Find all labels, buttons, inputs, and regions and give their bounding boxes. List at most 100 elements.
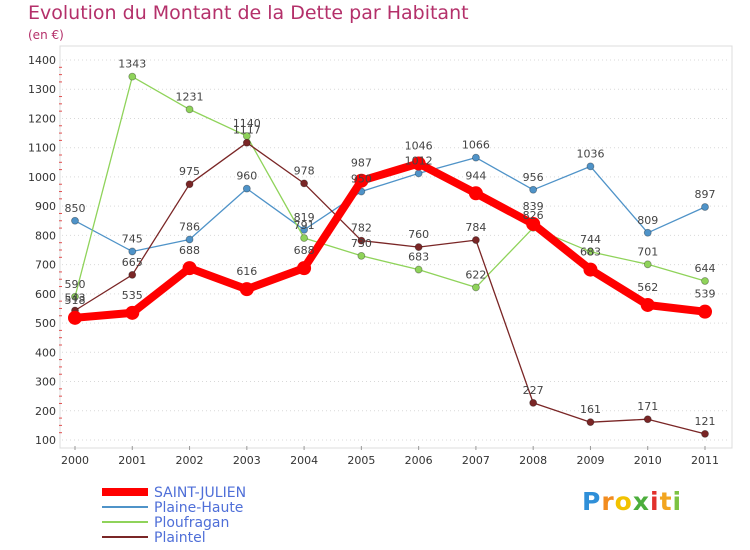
x-tick-label: 2009 [576,454,604,467]
y-tick-label: 200 [35,405,56,418]
legend-label: Ploufragan [154,515,229,531]
y-tick-label: 900 [35,200,56,213]
data-label: 535 [122,289,143,302]
legend-label: SAINT-JULIEN [154,485,246,501]
data-label: 786 [179,220,200,233]
data-label: 744 [580,233,601,246]
data-point [128,270,137,279]
data-point [701,277,709,285]
x-tick-label: 2008 [519,454,547,467]
chart-title: Evolution du Montant de la Dette par Hab… [28,2,469,24]
data-label: 730 [351,237,372,250]
data-label: 590 [65,278,86,291]
y-tick-label: 1100 [28,142,56,155]
y-tick-label: 700 [35,259,56,272]
data-label: 683 [580,246,601,259]
data-label: 791 [294,219,315,232]
data-point [185,235,194,244]
x-tick-label: 2000 [61,454,89,467]
x-tick-label: 2002 [176,454,204,467]
data-label: 826 [523,209,544,222]
data-label: 1140 [233,117,261,130]
data-point [529,398,538,407]
data-point [586,418,595,427]
y-tick-label: 600 [35,288,56,301]
data-point [300,179,308,188]
data-point [185,105,194,114]
data-point [586,247,595,256]
chart-unit-label: (en €) [28,28,64,42]
y-tick-label: 1000 [28,171,56,184]
legend: SAINT-JULIENPlaine-HautePloufraganPlaint… [102,485,246,546]
data-point [239,282,254,297]
y-tick-label: 500 [35,317,56,330]
data-label: 1012 [405,154,433,167]
data-label: 944 [465,169,486,182]
data-point [643,415,652,424]
data-point [71,216,79,225]
y-tick-label: 400 [35,346,56,359]
data-label: 622 [465,268,486,281]
data-point [643,260,652,269]
data-point [640,297,655,312]
series-line-saint-julien [71,159,709,322]
data-label: 745 [122,232,143,245]
data-point [472,153,480,162]
series-lines [68,72,712,438]
logo-letter: i [672,487,683,516]
data-label: 644 [695,262,716,275]
data-label: 956 [523,171,544,184]
x-tick-label: 2007 [462,454,490,467]
data-point [583,262,598,277]
data-label: 950 [351,173,372,186]
data-label: 1036 [576,147,604,160]
data-point [468,186,483,201]
data-point [297,261,312,276]
series-line-plaintel [74,142,706,435]
data-label: 978 [294,164,315,177]
data-label: 539 [695,288,716,301]
data-label: 518 [65,294,86,307]
data-point [643,228,652,237]
data-label: 121 [695,415,716,428]
data-label: 784 [465,221,486,234]
data-label: 782 [351,222,372,235]
data-label: 839 [523,200,544,213]
x-tick-label: 2011 [691,454,719,467]
data-label: 760 [408,228,429,241]
logo-letter: P [582,487,602,516]
x-tick-label: 2005 [347,454,375,467]
y-tick-label: 100 [35,434,56,447]
data-label: 1343 [118,58,146,71]
data-point [354,173,369,188]
data-point [68,310,82,325]
data-point [128,247,137,256]
data-point [472,283,480,292]
axes: 100 200 300 400 500 600 700 800 900 1000 1100 1200 1… [28,54,719,467]
series-line-ploufragan [74,76,706,298]
x-tick-label: 2006 [405,454,433,467]
data-label: 897 [695,188,716,201]
data-point [242,138,251,147]
data-label: 1231 [176,90,204,103]
data-point [128,72,137,81]
data-label: 809 [637,214,658,227]
series-line-plaine-haute [74,156,706,253]
data-label: 171 [637,400,658,413]
y-tick-label: 300 [35,376,56,389]
data-point [701,429,709,438]
x-tick-label: 2003 [233,454,261,467]
data-label: 701 [637,245,658,258]
data-label: 960 [236,170,257,183]
gridlines [62,59,730,441]
proxiti-logo: Proxiti [582,487,682,516]
data-point [357,251,366,260]
data-labels: 518 535 688 616 688 987 1046 944 839 683 562 539 850… [65,58,716,428]
data-label: 665 [122,256,143,269]
logo-letter: t [659,487,673,516]
data-label: 1117 [233,124,261,137]
data-point [414,169,423,178]
x-tick-label: 2001 [118,454,146,467]
data-point [242,184,251,193]
data-label: 161 [580,403,601,416]
